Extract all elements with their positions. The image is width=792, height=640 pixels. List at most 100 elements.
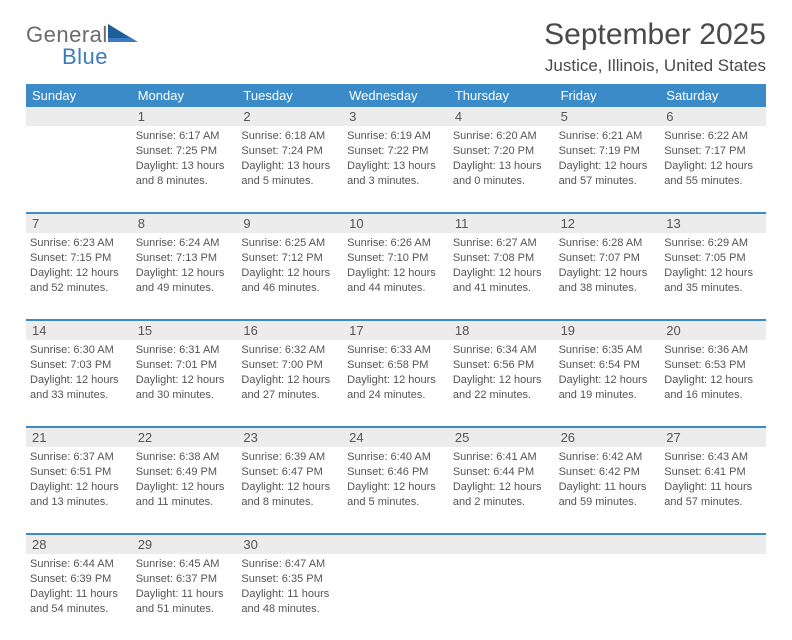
day-cell: Sunrise: 6:28 AMSunset: 7:07 PMDaylight:… (555, 233, 661, 319)
day-cell: Sunrise: 6:32 AMSunset: 7:00 PMDaylight:… (237, 340, 343, 426)
day-number: 12 (555, 214, 661, 233)
sunrise-text: Sunrise: 6:47 AM (241, 557, 339, 572)
week-row: Sunrise: 6:23 AMSunset: 7:15 PMDaylight:… (26, 233, 766, 321)
day-cell: Sunrise: 6:42 AMSunset: 6:42 PMDaylight:… (555, 447, 661, 533)
day-number: 2 (237, 107, 343, 126)
day-cell: Sunrise: 6:47 AMSunset: 6:35 PMDaylight:… (237, 554, 343, 640)
dl2-text: and 13 minutes. (30, 495, 128, 510)
day-number: 16 (237, 321, 343, 340)
day-cell (343, 554, 449, 640)
sunrise-text: Sunrise: 6:29 AM (664, 236, 762, 251)
sunrise-text: Sunrise: 6:17 AM (136, 129, 234, 144)
day-cell: Sunrise: 6:31 AMSunset: 7:01 PMDaylight:… (132, 340, 238, 426)
dl2-text: and 19 minutes. (559, 388, 657, 403)
daynum-row: 78910111213 (26, 214, 766, 233)
dl1-text: Daylight: 12 hours (30, 266, 128, 281)
dl2-text: and 5 minutes. (347, 495, 445, 510)
day-number: 20 (660, 321, 766, 340)
title-block: September 2025 Justice, Illinois, United… (544, 18, 766, 76)
sunset-text: Sunset: 7:00 PM (241, 358, 339, 373)
sunset-text: Sunset: 6:51 PM (30, 465, 128, 480)
sunset-text: Sunset: 7:07 PM (559, 251, 657, 266)
day-cell: Sunrise: 6:33 AMSunset: 6:58 PMDaylight:… (343, 340, 449, 426)
day-number: 13 (660, 214, 766, 233)
day-cell: Sunrise: 6:34 AMSunset: 6:56 PMDaylight:… (449, 340, 555, 426)
day-cell: Sunrise: 6:44 AMSunset: 6:39 PMDaylight:… (26, 554, 132, 640)
sunset-text: Sunset: 6:46 PM (347, 465, 445, 480)
day-number: 21 (26, 428, 132, 447)
dl1-text: Daylight: 12 hours (453, 480, 551, 495)
dl2-text: and 8 minutes. (241, 495, 339, 510)
dl1-text: Daylight: 12 hours (453, 373, 551, 388)
sunset-text: Sunset: 6:58 PM (347, 358, 445, 373)
dl1-text: Daylight: 11 hours (30, 587, 128, 602)
day-cell: Sunrise: 6:18 AMSunset: 7:24 PMDaylight:… (237, 126, 343, 212)
day-cell: Sunrise: 6:41 AMSunset: 6:44 PMDaylight:… (449, 447, 555, 533)
sunset-text: Sunset: 6:44 PM (453, 465, 551, 480)
day-cell (660, 554, 766, 640)
daynum-row: 14151617181920 (26, 321, 766, 340)
day-number: 28 (26, 535, 132, 554)
dl2-text: and 11 minutes. (136, 495, 234, 510)
sunrise-text: Sunrise: 6:39 AM (241, 450, 339, 465)
dl1-text: Daylight: 13 hours (347, 159, 445, 174)
day-cell: Sunrise: 6:38 AMSunset: 6:49 PMDaylight:… (132, 447, 238, 533)
sunrise-text: Sunrise: 6:34 AM (453, 343, 551, 358)
day-number: 17 (343, 321, 449, 340)
dl2-text: and 3 minutes. (347, 174, 445, 189)
sunset-text: Sunset: 7:08 PM (453, 251, 551, 266)
day-number: 14 (26, 321, 132, 340)
sunset-text: Sunset: 7:05 PM (664, 251, 762, 266)
dl1-text: Daylight: 12 hours (241, 373, 339, 388)
dl2-text: and 27 minutes. (241, 388, 339, 403)
sunset-text: Sunset: 6:35 PM (241, 572, 339, 587)
dl1-text: Daylight: 12 hours (559, 159, 657, 174)
day-number (660, 535, 766, 554)
week-row: Sunrise: 6:17 AMSunset: 7:25 PMDaylight:… (26, 126, 766, 214)
sunrise-text: Sunrise: 6:36 AM (664, 343, 762, 358)
dl1-text: Daylight: 12 hours (559, 266, 657, 281)
day-number: 9 (237, 214, 343, 233)
sunset-text: Sunset: 6:37 PM (136, 572, 234, 587)
week-row: Sunrise: 6:44 AMSunset: 6:39 PMDaylight:… (26, 554, 766, 640)
day-number: 5 (555, 107, 661, 126)
dl2-text: and 2 minutes. (453, 495, 551, 510)
day-cell: Sunrise: 6:26 AMSunset: 7:10 PMDaylight:… (343, 233, 449, 319)
day-cell: Sunrise: 6:21 AMSunset: 7:19 PMDaylight:… (555, 126, 661, 212)
day-cell: Sunrise: 6:40 AMSunset: 6:46 PMDaylight:… (343, 447, 449, 533)
sunrise-text: Sunrise: 6:24 AM (136, 236, 234, 251)
dl2-text: and 49 minutes. (136, 281, 234, 296)
dl2-text: and 16 minutes. (664, 388, 762, 403)
day-number (555, 535, 661, 554)
day-cell: Sunrise: 6:29 AMSunset: 7:05 PMDaylight:… (660, 233, 766, 319)
sunset-text: Sunset: 7:19 PM (559, 144, 657, 159)
sunset-text: Sunset: 7:20 PM (453, 144, 551, 159)
dl1-text: Daylight: 12 hours (136, 266, 234, 281)
dl2-text: and 5 minutes. (241, 174, 339, 189)
sunset-text: Sunset: 7:22 PM (347, 144, 445, 159)
sunrise-text: Sunrise: 6:38 AM (136, 450, 234, 465)
day-cell: Sunrise: 6:37 AMSunset: 6:51 PMDaylight:… (26, 447, 132, 533)
dl1-text: Daylight: 12 hours (30, 373, 128, 388)
day-cell: Sunrise: 6:19 AMSunset: 7:22 PMDaylight:… (343, 126, 449, 212)
day-cell (449, 554, 555, 640)
sunset-text: Sunset: 7:01 PM (136, 358, 234, 373)
day-header: Saturday (660, 84, 766, 107)
day-number: 26 (555, 428, 661, 447)
sunset-text: Sunset: 6:53 PM (664, 358, 762, 373)
sunrise-text: Sunrise: 6:26 AM (347, 236, 445, 251)
logo-text-bottom: Blue (62, 44, 108, 70)
day-number: 7 (26, 214, 132, 233)
day-header: Sunday (26, 84, 132, 107)
day-number (26, 107, 132, 126)
dl2-text: and 59 minutes. (559, 495, 657, 510)
day-cell: Sunrise: 6:20 AMSunset: 7:20 PMDaylight:… (449, 126, 555, 212)
day-cell: Sunrise: 6:35 AMSunset: 6:54 PMDaylight:… (555, 340, 661, 426)
dl1-text: Daylight: 11 hours (559, 480, 657, 495)
sunrise-text: Sunrise: 6:21 AM (559, 129, 657, 144)
dl1-text: Daylight: 12 hours (347, 373, 445, 388)
sunset-text: Sunset: 7:13 PM (136, 251, 234, 266)
dl1-text: Daylight: 12 hours (664, 159, 762, 174)
sunset-text: Sunset: 7:12 PM (241, 251, 339, 266)
dl2-text: and 51 minutes. (136, 602, 234, 617)
